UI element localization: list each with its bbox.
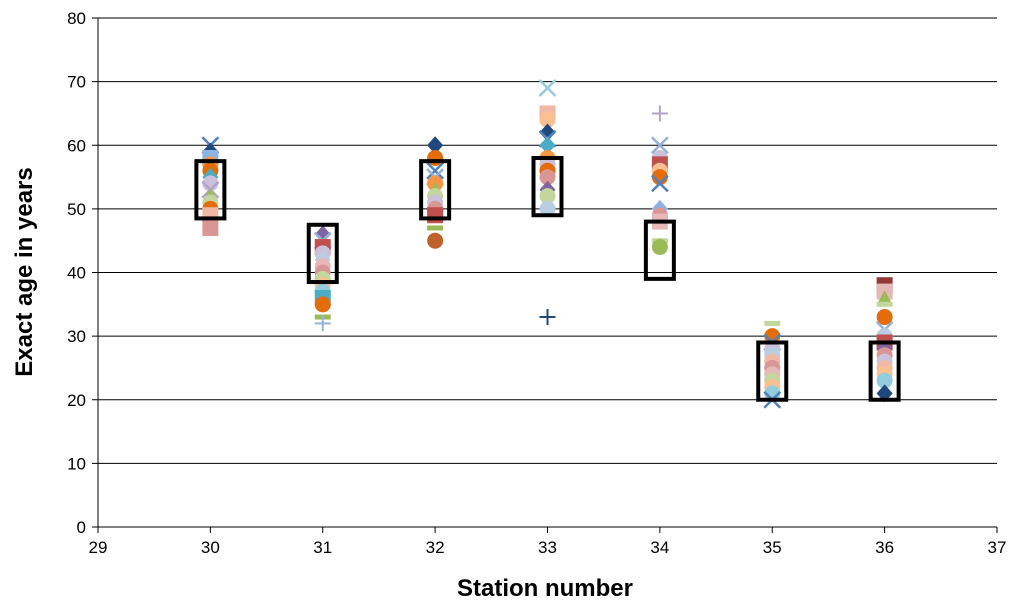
y-tick-label: 40 <box>67 264 86 283</box>
data-point <box>876 372 893 389</box>
data-point <box>314 225 331 244</box>
x-tick-label: 33 <box>538 538 557 557</box>
data-point <box>651 239 668 256</box>
data-point <box>202 219 219 236</box>
x-tick-label: 34 <box>650 538 669 557</box>
data-point <box>314 315 331 332</box>
y-tick-label: 50 <box>67 200 86 219</box>
y-tick-label: 0 <box>77 518 86 537</box>
data-point <box>651 105 668 122</box>
y-axis-title: Exact age in years <box>11 167 38 376</box>
x-tick-label: 37 <box>988 538 1007 557</box>
data-point <box>876 309 893 326</box>
data-point <box>314 296 331 313</box>
data-point <box>426 161 445 180</box>
data-point <box>876 289 893 305</box>
x-tick-label: 32 <box>426 538 445 557</box>
data-point <box>650 174 669 193</box>
data-point <box>427 225 444 231</box>
axes <box>92 17 998 533</box>
highlight-box <box>643 219 676 281</box>
data-point <box>539 111 556 128</box>
y-tick-label: 60 <box>67 136 86 155</box>
x-tick-label: 35 <box>763 538 782 557</box>
y-tick-label: 80 <box>67 9 86 28</box>
data-point <box>876 301 893 307</box>
x-tick-label: 31 <box>313 538 332 557</box>
x-tick-label: 30 <box>201 538 220 557</box>
data-point <box>650 136 669 155</box>
tick-labels: 0 10 20 30 40 50 60 70 80 29 30 31 32 33 34 35 36 37 <box>67 9 1006 557</box>
data-point <box>427 136 444 155</box>
highlight-box <box>306 222 339 285</box>
data-point <box>539 169 556 186</box>
data-point <box>538 79 557 97</box>
y-tick-label: 10 <box>67 454 86 473</box>
y-tick-label: 30 <box>67 327 86 346</box>
gridlines <box>98 17 997 464</box>
data-points <box>201 79 894 409</box>
highlight-box <box>868 340 901 402</box>
data-point <box>427 232 444 249</box>
data-point <box>427 207 444 224</box>
x-tick-label: 29 <box>89 538 108 557</box>
data-point <box>539 136 556 155</box>
x-axis-title: Station number <box>457 575 633 601</box>
y-tick-label: 70 <box>67 73 86 92</box>
data-point <box>764 320 781 326</box>
y-tick-label: 20 <box>67 391 86 410</box>
highlight-box <box>194 159 227 221</box>
highlight-box <box>756 340 789 402</box>
data-point <box>539 309 556 326</box>
data-point <box>539 188 556 205</box>
highlight-boxes <box>194 155 901 402</box>
data-point <box>539 200 556 217</box>
highlight-box <box>531 155 564 218</box>
x-tick-label: 36 <box>875 538 894 557</box>
data-point <box>539 123 556 142</box>
highlight-box <box>419 159 452 221</box>
